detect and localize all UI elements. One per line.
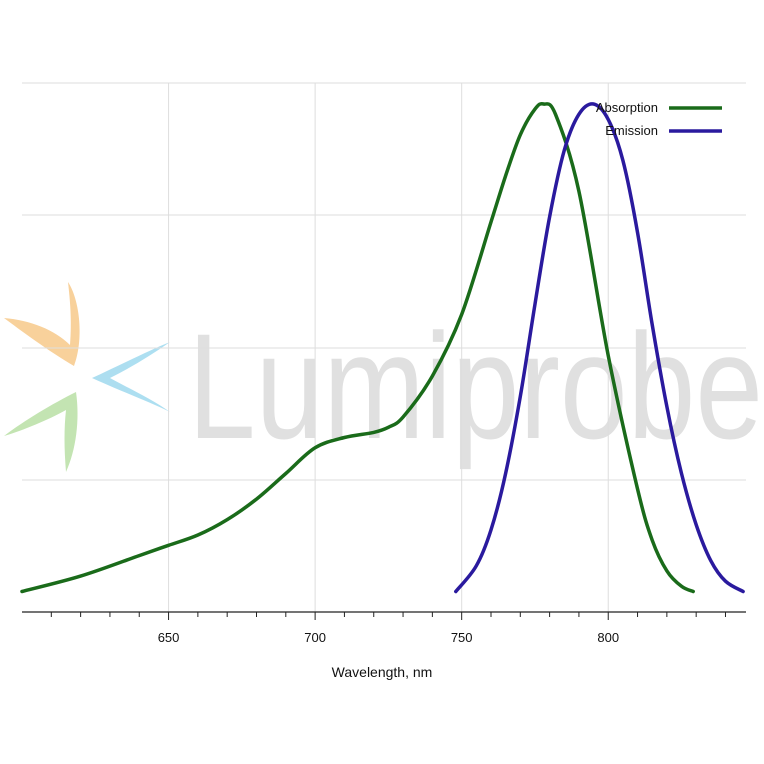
x-tick-label: 650	[158, 630, 180, 645]
watermark-text: Lumiprobe	[188, 302, 763, 470]
series-layer	[20, 101, 745, 594]
series-line-absorption	[20, 101, 695, 594]
watermark-petal-blue	[92, 342, 170, 412]
watermark-petal-green	[4, 392, 78, 472]
x-tick-label: 700	[304, 630, 326, 645]
x-tick-label: 750	[451, 630, 473, 645]
axes: 650 700 750 800	[22, 611, 746, 645]
series-line-emission	[454, 102, 745, 594]
legend-label-emission: Emission	[605, 123, 658, 138]
x-axis-title: Wavelength, nm	[332, 664, 433, 680]
x-tick-label: 800	[597, 630, 619, 645]
watermark-petal-orange	[4, 282, 80, 366]
grid	[22, 82, 746, 612]
legend: Absorption Emission	[596, 100, 722, 138]
watermark-logo	[4, 282, 170, 472]
legend-label-absorption: Absorption	[596, 100, 658, 115]
